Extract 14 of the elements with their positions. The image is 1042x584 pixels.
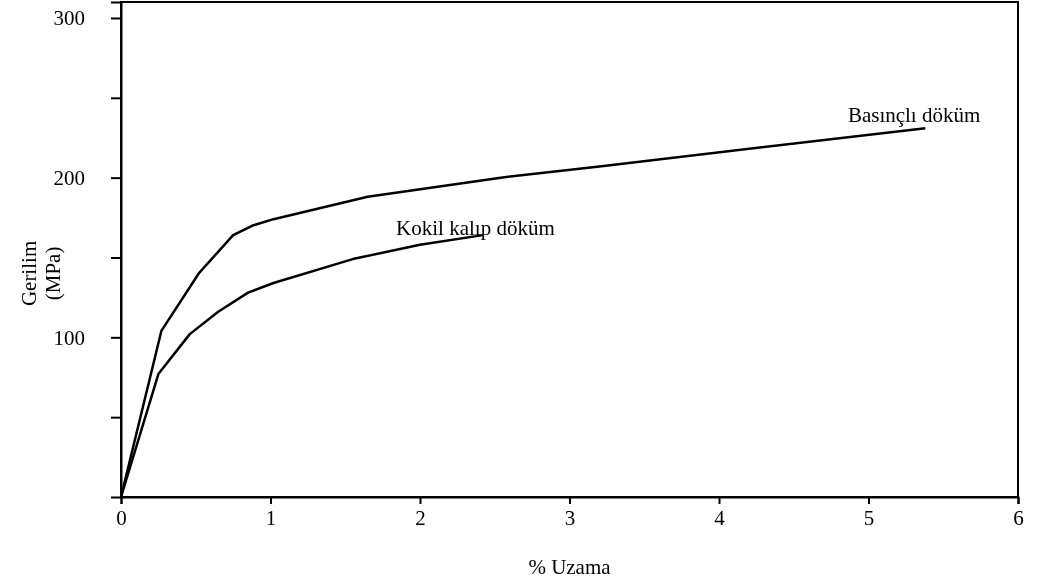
- x-tick-label: 6: [1013, 505, 1024, 530]
- x-tick-label: 4: [714, 505, 726, 530]
- x-axis-title: % Uzama: [528, 555, 612, 579]
- x-tick-label: 0: [116, 505, 127, 530]
- y-tick-label: 300: [53, 6, 85, 31]
- y-tick-label: 200: [53, 165, 85, 190]
- y-tick-label: 100: [53, 325, 85, 350]
- y-axis-title: Gerilim (MPa): [17, 240, 65, 307]
- series-label: Basınçlı döküm: [847, 103, 981, 128]
- series-label: Kokil kalıp döküm: [396, 216, 555, 241]
- x-tick-label: 3: [564, 505, 576, 530]
- x-tick-label: 2: [415, 505, 426, 530]
- x-tick-label: 5: [863, 505, 875, 530]
- x-tick-label: 1: [265, 505, 277, 530]
